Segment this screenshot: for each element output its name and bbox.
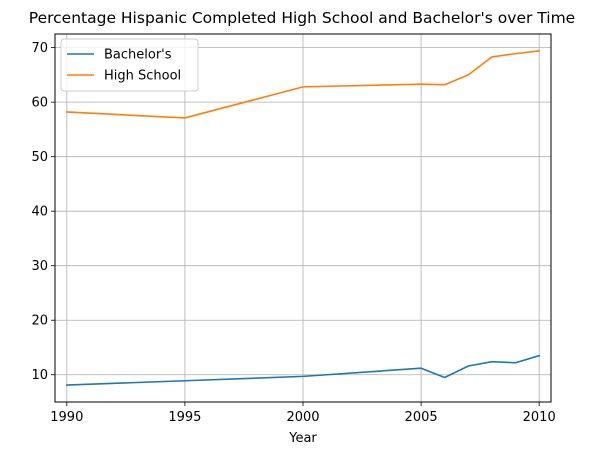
legend-label: Bachelor's [104, 48, 172, 63]
y-tick-label: 60 [31, 96, 48, 111]
y-tick-label: 30 [31, 259, 48, 274]
legend-box [60, 38, 199, 92]
x-tick-label: 2005 [405, 410, 438, 425]
x-tick-label: 1990 [50, 410, 83, 425]
series-line-high-school [65, 50, 541, 119]
x-tick-label: 2010 [523, 410, 556, 425]
x-tick-label: 2000 [286, 410, 319, 425]
legend-label: High School [104, 69, 181, 84]
y-tick-label: 70 [31, 41, 48, 56]
series-layer [65, 50, 541, 386]
series-line-bachelor-s [65, 354, 541, 386]
x-axis-label: Year [288, 431, 317, 446]
y-tick-label: 10 [31, 368, 48, 383]
grid [55, 34, 551, 402]
y-tick-label: 50 [31, 150, 48, 165]
y-tick-label: 20 [31, 314, 48, 329]
legend: Bachelor's High School [60, 38, 199, 92]
x-tick-label: 1995 [168, 410, 201, 425]
y-tick-label: 40 [31, 205, 48, 220]
chart-title: Percentage Hispanic Completed High Schoo… [29, 9, 575, 27]
